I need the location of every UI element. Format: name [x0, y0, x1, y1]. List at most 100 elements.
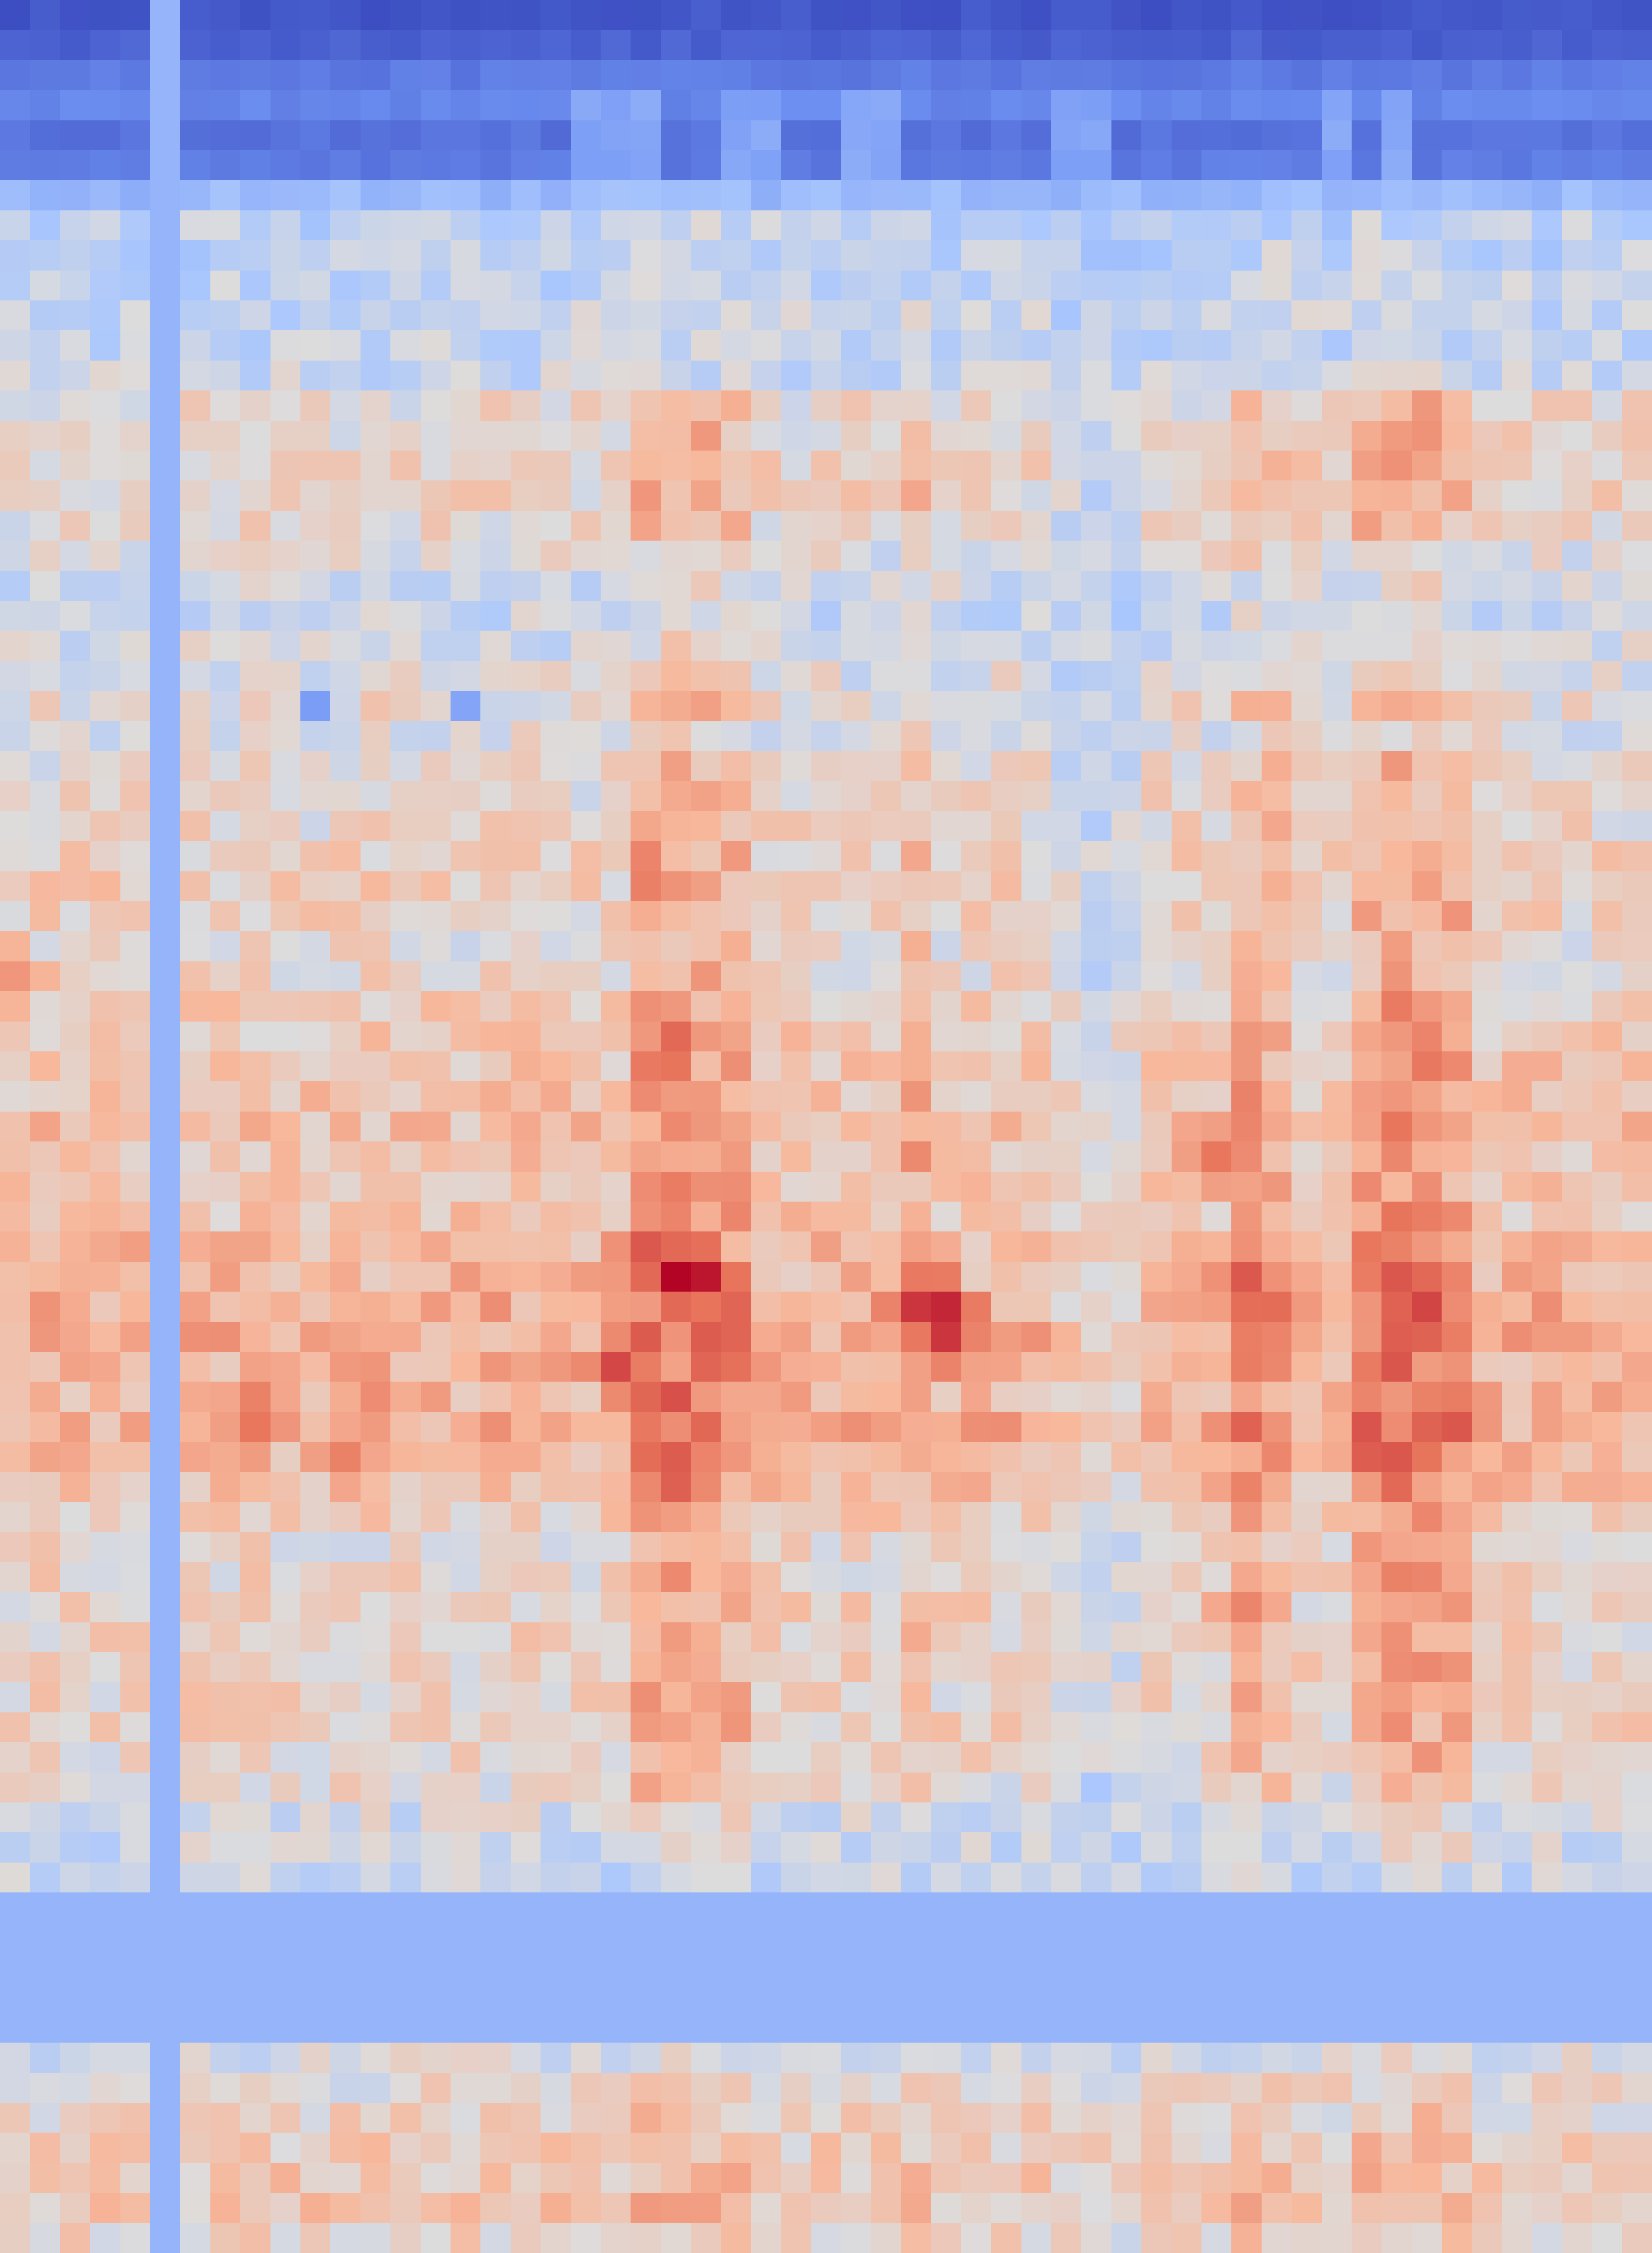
heatmap-cell	[1172, 2013, 1201, 2043]
heatmap-cell	[781, 1472, 811, 1502]
heatmap-cell	[30, 1172, 60, 1202]
heatmap-cell	[1502, 480, 1532, 511]
heatmap-cell	[1262, 1923, 1291, 1953]
heatmap-cell	[1111, 1712, 1141, 1742]
heatmap-cell	[421, 390, 451, 421]
heatmap-cell	[1051, 1712, 1081, 1742]
heatmap-cell	[541, 1682, 571, 1712]
heatmap-cell	[1322, 1262, 1352, 1292]
heatmap-cell	[1021, 631, 1051, 661]
heatmap-cell	[480, 1382, 511, 1412]
heatmap-cell	[1592, 691, 1622, 721]
heatmap-cell	[1352, 180, 1381, 210]
heatmap-cell	[30, 2193, 60, 2223]
heatmap-cell	[30, 2163, 60, 2193]
heatmap-cell	[60, 571, 90, 601]
heatmap-cell	[1291, 1442, 1322, 1472]
heatmap-cell	[1111, 60, 1141, 90]
heatmap-cell	[601, 661, 631, 691]
heatmap-cell	[991, 1832, 1021, 1863]
heatmap-cell	[871, 1382, 901, 1412]
heatmap-cell	[751, 1773, 781, 1802]
heatmap-cell	[1442, 1982, 1472, 2013]
heatmap-cell	[961, 1832, 991, 1863]
heatmap-cell	[811, 841, 841, 871]
heatmap-cell	[1502, 991, 1532, 1022]
heatmap-cell	[1381, 1442, 1412, 1472]
heatmap-cell	[300, 571, 330, 601]
heatmap-cell	[1262, 300, 1291, 330]
heatmap-cell	[1532, 90, 1562, 120]
heatmap-cell	[1532, 1022, 1562, 1051]
heatmap-cell	[511, 390, 541, 421]
heatmap-cell	[901, 841, 931, 871]
heatmap-cell	[541, 1652, 571, 1682]
heatmap-cell	[1562, 751, 1592, 781]
heatmap-cell	[1141, 1172, 1172, 1202]
heatmap-cell	[1352, 1172, 1381, 1202]
heatmap-cell	[751, 2073, 781, 2103]
heatmap-cell	[1592, 841, 1622, 871]
heatmap-cell	[1051, 1832, 1081, 1863]
heatmap-cell	[1021, 180, 1051, 210]
heatmap-cell	[120, 781, 150, 811]
heatmap-cell	[1381, 871, 1412, 901]
heatmap-cell	[271, 90, 300, 120]
heatmap-cell	[571, 1742, 601, 1773]
heatmap-cell	[1592, 2193, 1622, 2223]
heatmap-cell	[451, 300, 480, 330]
heatmap-cell	[271, 721, 300, 751]
heatmap-cell	[60, 1652, 90, 1682]
heatmap-cell	[1201, 811, 1231, 841]
heatmap-cell	[480, 1982, 511, 2013]
heatmap-cell	[1472, 781, 1502, 811]
heatmap-cell	[330, 961, 361, 991]
heatmap-cell	[961, 2043, 991, 2073]
heatmap-cell	[1291, 1622, 1322, 1652]
heatmap-cell	[1472, 1532, 1502, 1562]
heatmap-cell	[901, 1892, 931, 1923]
heatmap-cell	[1322, 691, 1352, 721]
heatmap-cell	[991, 841, 1021, 871]
heatmap-cell	[1592, 2223, 1622, 2253]
heatmap-cell	[1051, 1352, 1081, 1382]
heatmap-cell	[30, 90, 60, 120]
heatmap-cell	[751, 751, 781, 781]
heatmap-cell	[1081, 811, 1111, 841]
heatmap-cell	[150, 961, 180, 991]
heatmap-cell	[1172, 271, 1201, 300]
heatmap-cell	[1141, 1742, 1172, 1773]
heatmap-cell	[1291, 961, 1322, 991]
heatmap-cell	[1412, 1742, 1442, 1773]
heatmap-cell	[0, 271, 30, 300]
heatmap-cell	[1502, 361, 1532, 390]
heatmap-cell	[1442, 1231, 1472, 1262]
heatmap-cell	[451, 1442, 480, 1472]
heatmap-cell	[1622, 1982, 1652, 2013]
heatmap-cell	[1352, 1412, 1381, 1442]
heatmap-cell	[1021, 1953, 1051, 1982]
heatmap-cell	[661, 330, 691, 361]
heatmap-cell	[571, 1202, 601, 1231]
heatmap-cell	[60, 1892, 90, 1923]
heatmap-cell	[1592, 1832, 1622, 1863]
heatmap-cell	[841, 361, 871, 390]
heatmap-cell	[1172, 180, 1201, 210]
heatmap-cell	[1051, 1442, 1081, 1472]
heatmap-cell	[631, 90, 661, 120]
heatmap-cell	[1381, 1382, 1412, 1412]
heatmap-cell	[1172, 210, 1201, 240]
heatmap-cell	[451, 0, 480, 30]
heatmap-cell	[1412, 571, 1442, 601]
heatmap-cell	[1111, 1412, 1141, 1442]
heatmap-cell	[1412, 1953, 1442, 1982]
heatmap-cell	[571, 421, 601, 451]
heatmap-cell	[571, 1502, 601, 1532]
heatmap-cell	[751, 361, 781, 390]
heatmap-cell	[541, 1352, 571, 1382]
heatmap-cell	[1231, 2013, 1262, 2043]
heatmap-cell	[1172, 390, 1201, 421]
heatmap-cell	[601, 150, 631, 180]
heatmap-cell	[1081, 1682, 1111, 1712]
heatmap-cell	[451, 1412, 480, 1442]
